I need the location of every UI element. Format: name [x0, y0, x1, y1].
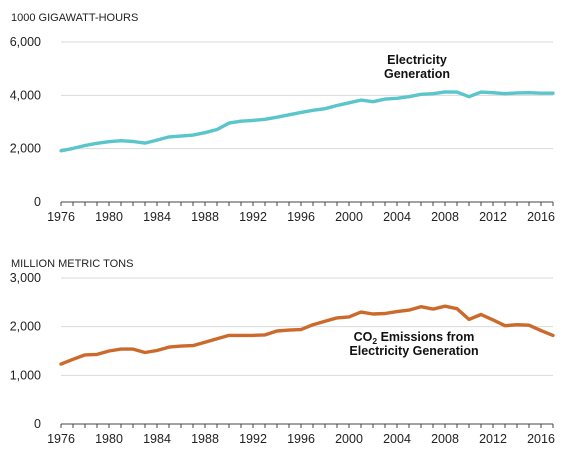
x-tick-label: 1984: [143, 432, 171, 446]
x-tick-label: 1988: [191, 432, 219, 446]
y-tick-label: 2,000: [10, 142, 41, 156]
x-tick-label: 1984: [143, 210, 171, 224]
x-tick-label: 2012: [479, 432, 507, 446]
chart-2-x-ticks: 1976 1980 1984 1988 1992 1996 2000 2004 2008 2012…: [47, 424, 555, 446]
emissions-from-text: Emissions from: [377, 330, 474, 344]
x-tick-label: 1980: [95, 432, 123, 446]
electricity-generation-line: [59, 90, 555, 153]
chart-electricity: 1000 GIGAWATT-HOURS 0 2,000 4,000 6,000 197…: [10, 12, 555, 224]
y-tick-label: 3,000: [10, 271, 41, 285]
chart-co2: MILLION METRIC TONS 0 1,000 2,000 3,000 197…: [10, 258, 555, 446]
y-tick-label: 4,000: [10, 88, 41, 102]
y-tick-label: 6,000: [10, 35, 41, 49]
x-tick-label: 1992: [239, 210, 267, 224]
chart-1-y-axis-label: 1000 GIGAWATT-HOURS: [11, 12, 138, 24]
x-tick-label: 1976: [47, 210, 75, 224]
chart-1-annotation-line-2: Generation: [384, 67, 450, 81]
x-tick-label: 2004: [383, 210, 411, 224]
x-tick-label: 1976: [47, 432, 75, 446]
x-tick-label: 2000: [335, 210, 363, 224]
x-tick-label: 2012: [479, 210, 507, 224]
chart-1-y-ticks: 0 2,000 4,000 6,000: [10, 35, 41, 209]
co-text: CO: [354, 330, 373, 344]
x-tick-label: 1988: [191, 210, 219, 224]
chart-1-x-ticks: 1976 1980 1984 1988 1992 1996 2000 2004 2008 2012…: [47, 202, 555, 224]
y-tick-label: 0: [34, 417, 41, 431]
y-tick-label: 1,000: [10, 368, 41, 382]
x-tick-label: 2000: [335, 432, 363, 446]
chart-2-annotation-line-1: CO2 Emissions from: [354, 330, 475, 346]
subscript-2: 2: [372, 336, 377, 346]
chart-1-grid: [61, 41, 553, 150]
x-tick-label: 2008: [431, 432, 459, 446]
x-tick-label: 2004: [383, 432, 411, 446]
x-tick-label: 1996: [287, 432, 315, 446]
x-tick-label: 1996: [287, 210, 315, 224]
chart-2-y-axis-label: MILLION METRIC TONS: [11, 258, 133, 270]
y-tick-label: 0: [34, 195, 41, 209]
co2-emissions-line: [59, 304, 555, 366]
x-tick-label: 2008: [431, 210, 459, 224]
chart-2-y-ticks: 0 1,000 2,000 3,000: [10, 271, 41, 431]
x-tick-label: 2016: [527, 432, 555, 446]
x-tick-label: 1992: [239, 432, 267, 446]
x-tick-label: 1980: [95, 210, 123, 224]
x-tick-label: 2016: [527, 210, 555, 224]
chart-2-annotation-line-2: Electricity Generation: [349, 344, 478, 358]
chart-1-annotation-line-1: Electricity: [387, 53, 447, 67]
y-tick-label: 2,000: [10, 320, 41, 334]
